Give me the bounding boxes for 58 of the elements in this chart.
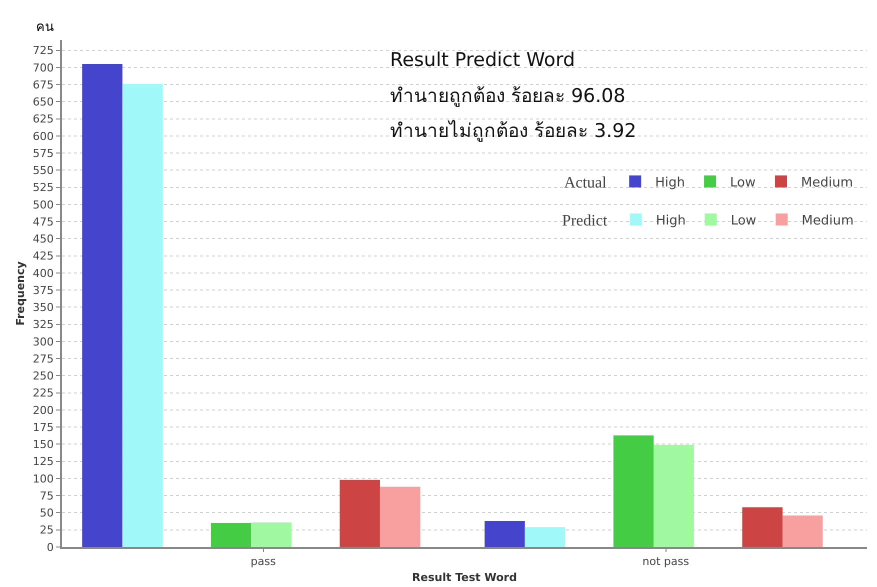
y-tick-label: 125 (32, 455, 54, 468)
y-tick-label: 475 (32, 215, 54, 228)
y-tick-label: 25 (40, 524, 54, 537)
annotation: ทำนายไม่ถูกต้อง ร้อยละ 3.92 (390, 120, 636, 142)
y-tick-label: 600 (32, 130, 54, 143)
bar (524, 527, 566, 547)
bar (340, 480, 380, 547)
legend-label: High (656, 214, 686, 229)
legend-label: Medium (802, 214, 854, 229)
y-tick-label: 175 (32, 420, 54, 434)
y-tick-label: 150 (32, 438, 54, 452)
bar (654, 444, 694, 547)
bar (484, 520, 525, 547)
y-tick-label: 100 (32, 472, 54, 486)
y-tick-label: 700 (32, 61, 54, 74)
legend-label: Medium (801, 175, 853, 190)
y-tick-label: 675 (32, 78, 54, 92)
y-tick-label: 725 (32, 44, 54, 58)
y-tick-label: 375 (32, 284, 54, 297)
bar (613, 435, 654, 547)
bar (782, 515, 823, 547)
y-tick-label: 250 (32, 370, 54, 383)
x-tick-label: not pass (642, 555, 690, 568)
y-tick-label: 425 (32, 250, 54, 263)
y-tick-label: 225 (32, 386, 54, 400)
y-axis-title: Frequency (14, 261, 27, 326)
y-tick-label: 450 (32, 232, 54, 246)
y-tick-label: 75 (40, 489, 54, 502)
y-tick-label: 400 (32, 266, 54, 280)
annotation: Actual (564, 174, 608, 192)
y-tick-label: 575 (32, 146, 54, 160)
y-tick-label: 50 (40, 506, 54, 520)
y-tick-label: 300 (32, 335, 54, 348)
y-tick-label: 550 (32, 164, 54, 178)
y-tick-label: 325 (32, 318, 54, 332)
legend-label: Low (730, 214, 757, 229)
bar (742, 507, 782, 547)
y-tick-label: 650 (32, 96, 54, 109)
y-tick-label: 200 (32, 404, 54, 417)
y-tick-label: 500 (32, 198, 54, 212)
bar (210, 523, 252, 547)
legend-label: High (655, 175, 686, 190)
y-tick-label: 350 (32, 301, 54, 314)
annotation: Result Predict Word (390, 49, 576, 71)
bar (82, 64, 122, 547)
bar (251, 522, 292, 547)
annotation: Predict (562, 212, 608, 230)
x-tick-label: pass (250, 555, 276, 568)
y-tick-label: 625 (32, 112, 54, 126)
bar (122, 84, 163, 547)
y-tick-label: 525 (32, 181, 54, 194)
y-tick-label: 0 (46, 540, 54, 554)
y-tick-label: 275 (32, 352, 54, 366)
x-axis-title: Result Test Word (412, 570, 517, 584)
bar (380, 486, 420, 547)
text: คน (36, 20, 54, 35)
legend-label: Low (730, 175, 756, 190)
annotation: ทำนายถูกต้อง ร้อยละ 96.08 (390, 85, 626, 107)
